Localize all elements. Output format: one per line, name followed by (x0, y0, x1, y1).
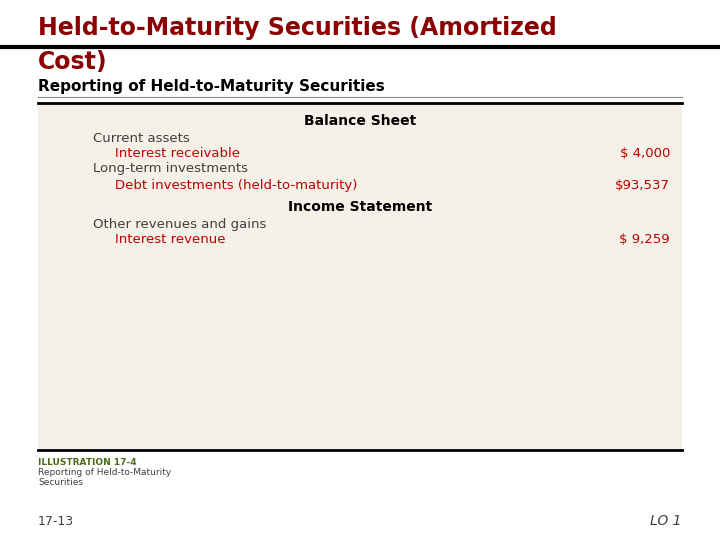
Text: 17-13: 17-13 (38, 515, 74, 528)
Text: LO 1: LO 1 (650, 514, 682, 528)
Text: Current assets: Current assets (93, 132, 190, 145)
Text: Balance Sheet: Balance Sheet (304, 114, 416, 128)
Text: Interest receivable: Interest receivable (115, 147, 240, 160)
Text: Debt investments (held-to-maturity): Debt investments (held-to-maturity) (115, 179, 357, 192)
Text: ILLUSTRATION 17-4: ILLUSTRATION 17-4 (38, 458, 137, 467)
Text: $93,537: $93,537 (615, 179, 670, 192)
Text: $ 4,000: $ 4,000 (620, 147, 670, 160)
FancyBboxPatch shape (38, 103, 682, 450)
Text: Cost): Cost) (38, 50, 107, 74)
Text: Held-to-Maturity Securities (Amortized: Held-to-Maturity Securities (Amortized (38, 16, 557, 40)
Text: Long-term investments: Long-term investments (93, 162, 248, 175)
Text: $ 9,259: $ 9,259 (619, 233, 670, 246)
Text: Reporting of Held-to-Maturity: Reporting of Held-to-Maturity (38, 468, 171, 477)
Text: Securities: Securities (38, 478, 83, 487)
Text: Interest revenue: Interest revenue (115, 233, 225, 246)
Text: Other revenues and gains: Other revenues and gains (93, 218, 266, 231)
Text: Reporting of Held-to-Maturity Securities: Reporting of Held-to-Maturity Securities (38, 79, 384, 94)
Text: Income Statement: Income Statement (288, 200, 432, 214)
